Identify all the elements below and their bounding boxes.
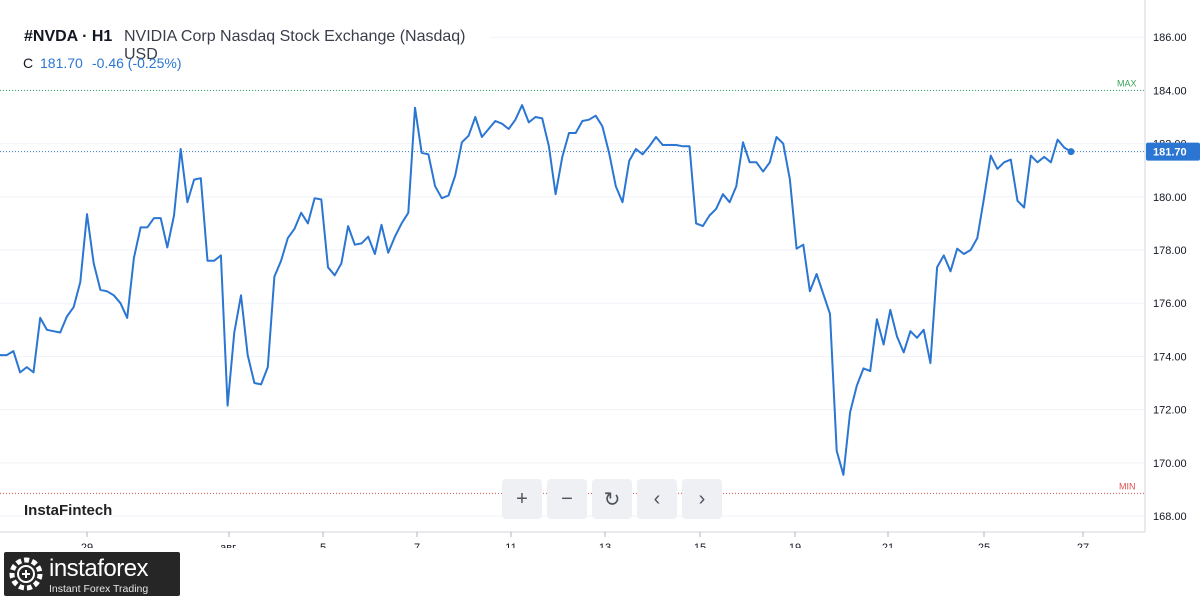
chart-header: #NVDA · H1 NVIDIA Corp Nasdaq Stock Exch… [0,20,490,78]
brand-name: instaforex [49,555,149,582]
chevron-left-icon: ‹ [653,487,661,510]
minus-icon: − [561,487,573,510]
instaforex-logo[interactable]: instaforex Instant Forex Trading [4,552,180,596]
y-tick-label: 176.00 [1153,298,1187,310]
min-label: MIN [1119,481,1136,491]
reset-icon: ↻ [603,488,621,511]
y-tick-label: 174.00 [1153,351,1187,363]
y-tick-label: 170.00 [1153,458,1187,470]
reset-button[interactable]: ↻ [592,479,632,519]
zoom-in-button[interactable]: + [502,479,542,519]
footer: instaforex Instant Forex Trading [0,548,1200,600]
logo-gear-icon [9,557,43,591]
symbol-title: #NVDA · H1 [24,28,113,45]
chevron-right-icon: › [698,487,706,510]
y-tick-label: 168.00 [1153,511,1187,523]
y-tick-label: 178.00 [1153,245,1187,257]
last-price-dot [1067,148,1075,156]
chart-controls: + − ↻ ‹ › [502,479,722,519]
zoom-out-button[interactable]: − [547,479,587,519]
scroll-left-button[interactable]: ‹ [637,479,677,519]
y-tick-label: 180.00 [1153,192,1187,204]
y-tick-label: 184.00 [1153,85,1187,97]
plus-icon: + [516,487,528,510]
close-price: 181.70 [40,55,83,71]
y-tick-label: 172.00 [1153,405,1187,417]
brand-tagline: Instant Forex Trading [49,583,149,595]
price-change: -0.46 (-0.25%) [92,55,182,71]
price-line [0,104,1072,476]
last-price-label: 181.70 [1153,147,1187,159]
instafintech-watermark: InstaFintech [24,502,113,519]
last-price-tag: 181.70 [1146,142,1200,161]
max-label: MAX [1117,78,1137,88]
close-label: C [23,55,34,71]
y-tick-label: 186.00 [1153,32,1187,44]
symbol-description: NVIDIA Corp Nasdaq Stock Exchange (Nasda… [124,28,466,63]
scroll-right-button[interactable]: › [682,479,722,519]
